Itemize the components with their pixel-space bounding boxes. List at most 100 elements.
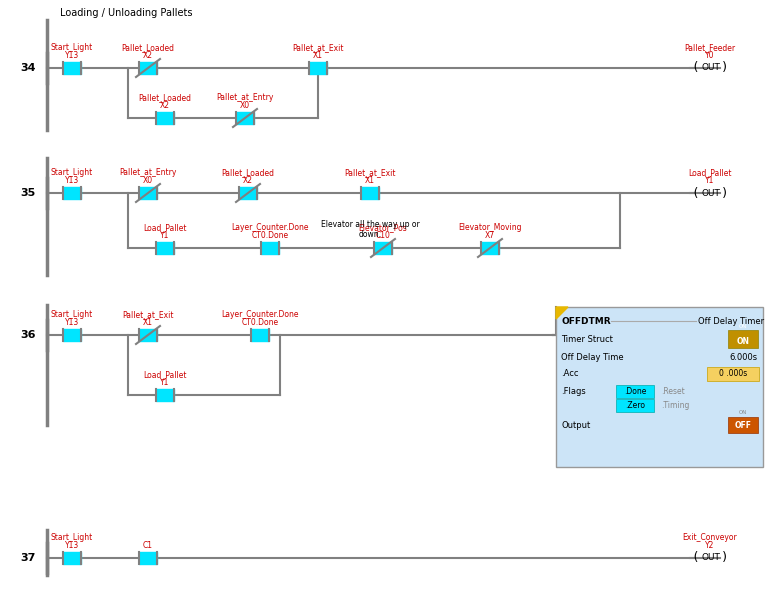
Text: Y2: Y2 — [705, 541, 715, 550]
Bar — [139, 329, 157, 341]
Text: CT0.Done: CT0.Done — [241, 318, 279, 327]
Text: X7: X7 — [485, 231, 495, 240]
Bar — [139, 187, 157, 199]
Text: OFF: OFF — [734, 421, 752, 430]
Text: .Timing: .Timing — [661, 401, 690, 410]
Text: Pallet_Loaded: Pallet_Loaded — [138, 93, 191, 102]
Text: Elevator_Pos: Elevator_Pos — [359, 223, 407, 232]
Text: 35: 35 — [21, 188, 35, 198]
Text: Load_Pallet: Load_Pallet — [144, 223, 187, 232]
Polygon shape — [556, 307, 568, 319]
Text: Timer Struct: Timer Struct — [561, 335, 613, 343]
Text: X0: X0 — [143, 176, 153, 185]
Text: .Done: .Done — [624, 387, 646, 395]
Bar — [63, 62, 81, 74]
Text: ON: ON — [737, 336, 750, 346]
Text: Elevator all the way up or
down.: Elevator all the way up or down. — [320, 220, 419, 239]
Text: OUT: OUT — [701, 554, 720, 563]
Text: X2: X2 — [243, 176, 253, 185]
Text: Off Delay Time: Off Delay Time — [561, 352, 624, 362]
Text: Y13: Y13 — [65, 541, 79, 550]
Text: Y13: Y13 — [65, 318, 79, 327]
Text: X2: X2 — [160, 101, 170, 110]
Bar — [63, 329, 81, 341]
Text: C10: C10 — [376, 231, 390, 240]
Text: Y1: Y1 — [705, 176, 715, 185]
Bar — [139, 62, 157, 74]
Text: 34: 34 — [20, 63, 36, 73]
Text: (: ( — [691, 61, 699, 74]
Text: .Reset: .Reset — [661, 387, 685, 395]
Text: X1: X1 — [313, 51, 323, 60]
Bar — [156, 112, 174, 124]
Text: X0: X0 — [240, 101, 250, 110]
FancyBboxPatch shape — [728, 417, 758, 433]
Text: Off Delay Timer: Off Delay Timer — [698, 317, 764, 326]
Text: X1: X1 — [365, 176, 375, 185]
Text: Start_Light: Start_Light — [51, 533, 93, 542]
Text: Start_Light: Start_Light — [51, 43, 93, 52]
Text: Pallet_at_Exit: Pallet_at_Exit — [293, 43, 344, 52]
Text: 36: 36 — [20, 330, 36, 340]
Text: Y0: Y0 — [705, 51, 715, 60]
Bar — [616, 398, 654, 411]
Text: Y1: Y1 — [161, 378, 170, 387]
Bar — [261, 242, 279, 254]
Bar — [63, 187, 81, 199]
Text: Y13: Y13 — [65, 176, 79, 185]
Text: 37: 37 — [20, 553, 35, 563]
Bar — [707, 367, 759, 381]
Text: Output: Output — [561, 421, 591, 430]
Text: Pallet_at_Exit: Pallet_at_Exit — [344, 168, 396, 177]
Text: .Flags: .Flags — [561, 387, 586, 395]
Bar — [374, 242, 392, 254]
Text: .Zero: .Zero — [625, 401, 645, 410]
Text: ): ) — [721, 61, 729, 74]
Bar — [251, 329, 269, 341]
Text: ): ) — [721, 187, 729, 200]
Text: Loading / Unloading Pallets: Loading / Unloading Pallets — [60, 8, 193, 18]
FancyBboxPatch shape — [728, 330, 758, 348]
Text: Elevator_Moving: Elevator_Moving — [458, 223, 521, 232]
Text: Pallet_Feeder: Pallet_Feeder — [684, 43, 736, 52]
Text: OFFDTMR: OFFDTMR — [561, 317, 611, 326]
Text: ON: ON — [739, 410, 747, 415]
Bar — [361, 187, 379, 199]
Text: 0 .000s: 0 .000s — [719, 369, 747, 378]
Text: OUT: OUT — [701, 63, 720, 73]
Bar — [309, 62, 327, 74]
Text: Load_Pallet: Load_Pallet — [688, 168, 732, 177]
Text: ): ) — [721, 551, 729, 564]
Text: C1: C1 — [143, 541, 153, 550]
Text: Exit_Conveyor: Exit_Conveyor — [683, 533, 737, 542]
Text: Start_Light: Start_Light — [51, 168, 93, 177]
Text: .Acc: .Acc — [561, 369, 578, 378]
Bar — [63, 552, 81, 564]
Text: Layer_Counter.Done: Layer_Counter.Done — [231, 223, 309, 232]
Text: Layer_Counter.Done: Layer_Counter.Done — [221, 310, 299, 319]
Text: 6.000s: 6.000s — [730, 352, 758, 362]
Text: Y13: Y13 — [65, 51, 79, 60]
Text: X2: X2 — [143, 51, 153, 60]
Text: Pallet_at_Entry: Pallet_at_Entry — [119, 168, 177, 177]
Text: Y1: Y1 — [161, 231, 170, 240]
Bar — [236, 112, 254, 124]
Text: X1: X1 — [143, 318, 153, 327]
Text: Pallet_Loaded: Pallet_Loaded — [221, 168, 274, 177]
Text: Pallet_at_Entry: Pallet_at_Entry — [217, 93, 273, 102]
Bar — [156, 389, 174, 401]
Text: (: ( — [691, 551, 699, 564]
Text: Start_Light: Start_Light — [51, 310, 93, 319]
Bar — [616, 385, 654, 398]
Text: ON: ON — [739, 324, 747, 329]
Text: CT0.Done: CT0.Done — [251, 231, 289, 240]
Text: OUT: OUT — [701, 189, 720, 197]
Bar — [239, 187, 257, 199]
Text: Pallet_Loaded: Pallet_Loaded — [121, 43, 174, 52]
Bar — [481, 242, 499, 254]
Text: Pallet_at_Exit: Pallet_at_Exit — [122, 310, 174, 319]
Bar — [139, 552, 157, 564]
FancyBboxPatch shape — [556, 307, 763, 467]
Bar — [156, 242, 174, 254]
Text: (: ( — [691, 187, 699, 200]
